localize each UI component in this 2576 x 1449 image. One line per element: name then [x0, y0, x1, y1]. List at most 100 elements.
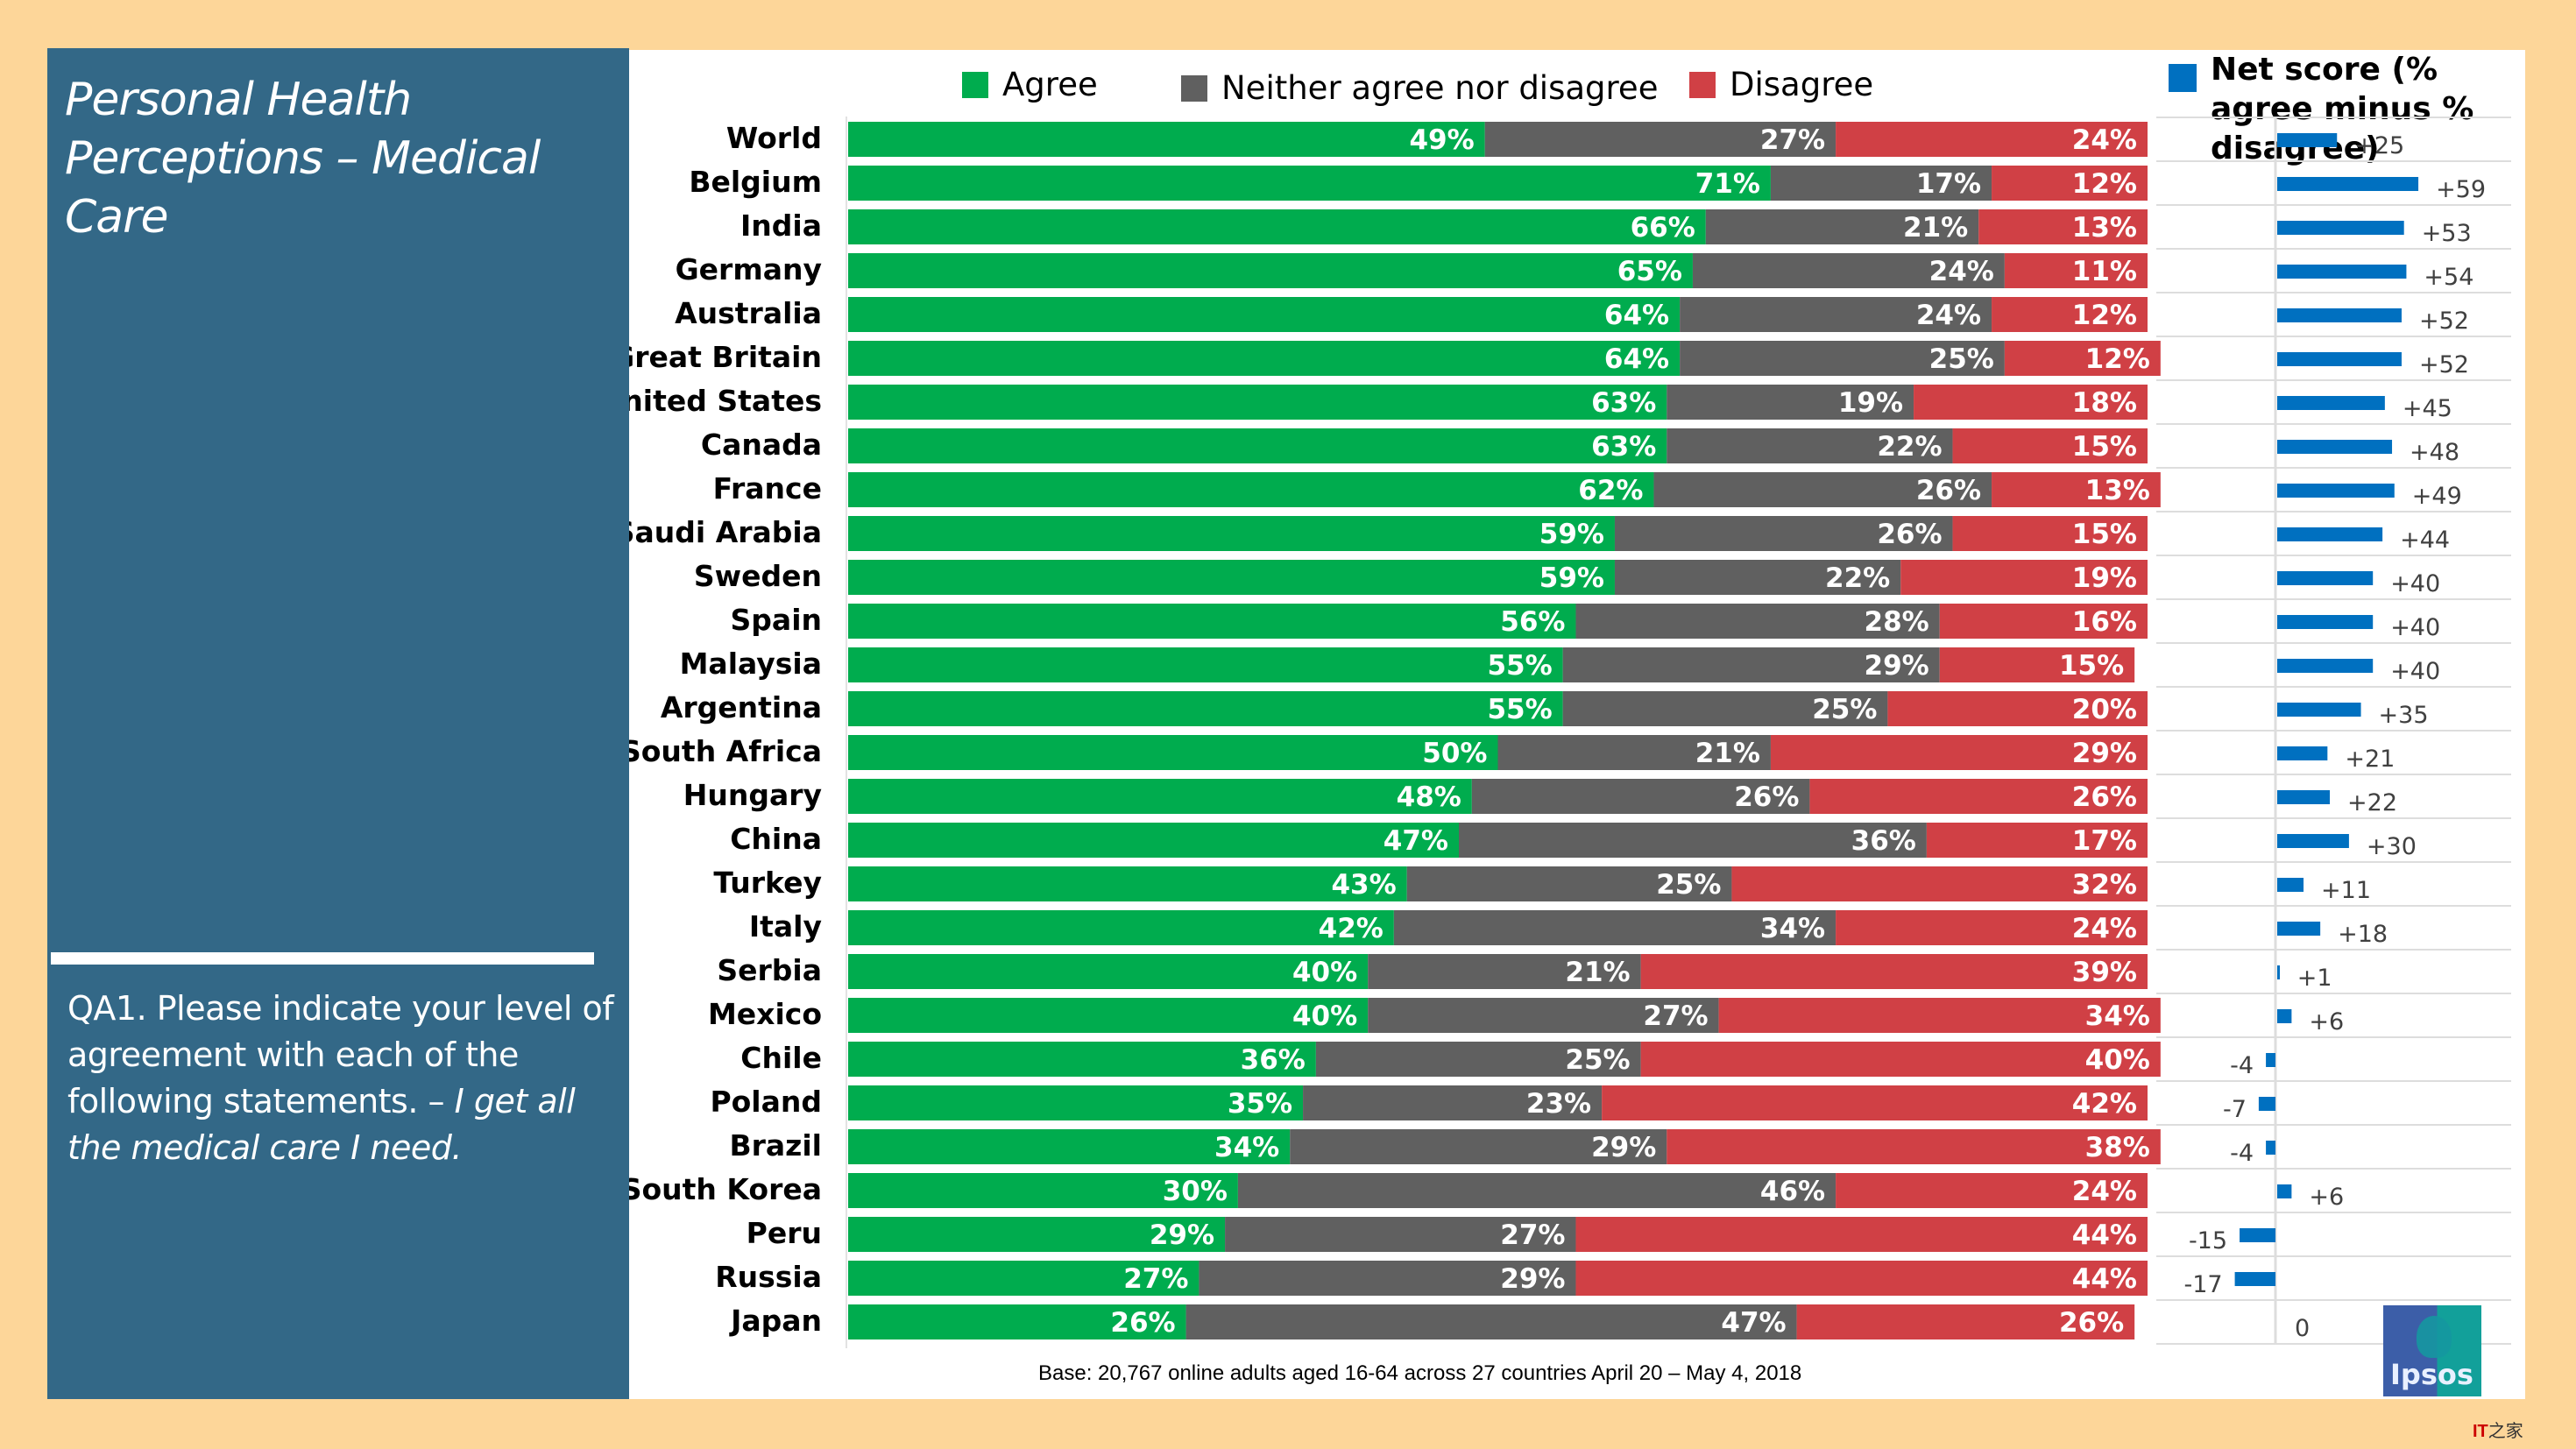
base-footnote: Base: 20,767 online adults aged 16-64 ac… — [1038, 1361, 1802, 1385]
bar-agree — [848, 122, 1485, 157]
question-prefix: QA1. Please indicate your level of agree… — [67, 989, 614, 1120]
bar-agree — [848, 560, 1615, 595]
bar-disagree — [1836, 122, 2148, 157]
bar-neither — [1237, 1173, 1836, 1208]
data-label: 27% — [1500, 1219, 1565, 1251]
data-label: 24% — [1929, 256, 1994, 287]
bar-disagree — [1887, 691, 2148, 726]
bar-disagree — [1836, 1173, 2148, 1208]
net-score-label: -17 — [2183, 1271, 2222, 1298]
net-score-label: +21 — [2345, 746, 2395, 773]
bar-neither — [1692, 253, 2005, 288]
net-score-label: -4 — [2230, 1052, 2254, 1079]
bar-neither — [1315, 1042, 1641, 1077]
data-label: 35% — [1228, 1088, 1292, 1120]
data-label: 29% — [1500, 1263, 1565, 1295]
data-label: 26% — [1110, 1307, 1175, 1339]
data-label: 55% — [1487, 650, 1552, 682]
data-label: 47% — [1721, 1307, 1786, 1339]
bar-neither — [1680, 341, 2005, 376]
legend-swatch-net — [2169, 64, 2197, 92]
data-label: 44% — [2072, 1219, 2137, 1251]
data-label: 19% — [1838, 387, 1903, 419]
data-label: 34% — [1214, 1132, 1279, 1163]
data-label: 11% — [2072, 256, 2137, 287]
category-label: Malaysia — [680, 647, 822, 681]
data-label: 19% — [2072, 562, 2137, 594]
bar-disagree — [1640, 1042, 2161, 1077]
data-label: 56% — [1500, 606, 1565, 638]
bar-neither — [1667, 385, 1914, 420]
net-score-label: +18 — [2338, 921, 2388, 948]
data-label: 27% — [1760, 124, 1825, 156]
data-label: 36% — [1851, 825, 1916, 857]
bar-agree — [848, 1217, 1226, 1252]
data-label: 59% — [1539, 562, 1604, 594]
net-bar — [2277, 484, 2395, 498]
bar-agree — [848, 341, 1681, 376]
bar-disagree — [1939, 647, 2135, 682]
legend-label-neither: Neither agree nor disagree — [1221, 69, 1659, 107]
category-label: China — [730, 822, 822, 856]
net-bar — [2277, 703, 2361, 717]
data-label: 36% — [1241, 1044, 1306, 1076]
data-label: 40% — [2085, 1044, 2150, 1076]
data-label: 63% — [1591, 387, 1656, 419]
net-score-label: +52 — [2419, 307, 2469, 335]
net-bar — [2277, 265, 2407, 279]
data-label: 17% — [1916, 168, 1981, 200]
data-label: 47% — [1384, 825, 1448, 857]
net-bar — [2277, 615, 2374, 629]
bar-disagree — [1992, 297, 2148, 332]
legend-swatch-neither — [1181, 74, 1207, 102]
category-label: Hungary — [683, 778, 822, 812]
bar-agree — [848, 823, 1460, 858]
data-label: 64% — [1604, 343, 1669, 375]
net-score-label: +6 — [2309, 1184, 2344, 1211]
data-label: 55% — [1487, 694, 1552, 725]
data-label: 25% — [1812, 694, 1877, 725]
bar-neither — [1368, 954, 1641, 989]
net-bar — [2277, 308, 2402, 322]
data-label: 26% — [1734, 781, 1799, 813]
divider — [51, 952, 594, 965]
bar-disagree — [1796, 1304, 2135, 1339]
bar-disagree — [1992, 166, 2148, 201]
data-label: 18% — [2072, 387, 2137, 419]
logo-head-icon — [2417, 1316, 2452, 1358]
bar-neither — [1484, 122, 1836, 157]
bar-neither — [1562, 647, 1940, 682]
category-label: Turkey — [713, 866, 822, 900]
data-label: 15% — [2059, 650, 2124, 682]
net-score-label: +35 — [2379, 702, 2429, 729]
bar-neither — [1406, 866, 1732, 901]
net-score-label: +59 — [2436, 176, 2486, 203]
net-bar — [2240, 1228, 2275, 1242]
net-score-label: +1 — [2297, 965, 2332, 992]
data-label: 22% — [1877, 431, 1942, 463]
data-label: 30% — [1163, 1176, 1228, 1207]
bar-agree — [848, 691, 1563, 726]
data-label: 42% — [1319, 913, 1384, 944]
legend-label-agree: Agree — [1002, 66, 1098, 103]
bar-agree — [848, 1129, 1291, 1164]
net-score-label: +49 — [2412, 483, 2462, 510]
bar-disagree — [1992, 472, 2161, 507]
bar-neither — [1653, 472, 1992, 507]
net-bar — [2277, 878, 2304, 892]
data-label: 29% — [1150, 1219, 1214, 1251]
bar-disagree — [1640, 954, 2148, 989]
net-score-label: +52 — [2419, 351, 2469, 378]
data-label: 26% — [2059, 1307, 2124, 1339]
question-text: QA1. Please indicate your level of agree… — [67, 986, 628, 1171]
data-label: 46% — [1760, 1176, 1825, 1207]
net-score-label: +25 — [2354, 132, 2404, 159]
chart-svg: World 49% 27% 24% +25 Belgium 71% 17% 12% +59 Indi… — [629, 117, 2511, 1348]
net-bar — [2277, 440, 2393, 454]
net-bar — [2277, 659, 2374, 673]
bar-neither — [1185, 1304, 1797, 1339]
data-label: 22% — [1825, 562, 1890, 594]
ipsos-logo: Ipsos — [2383, 1305, 2481, 1396]
data-label: 21% — [1903, 212, 1968, 244]
net-score-label: +40 — [2390, 658, 2440, 685]
